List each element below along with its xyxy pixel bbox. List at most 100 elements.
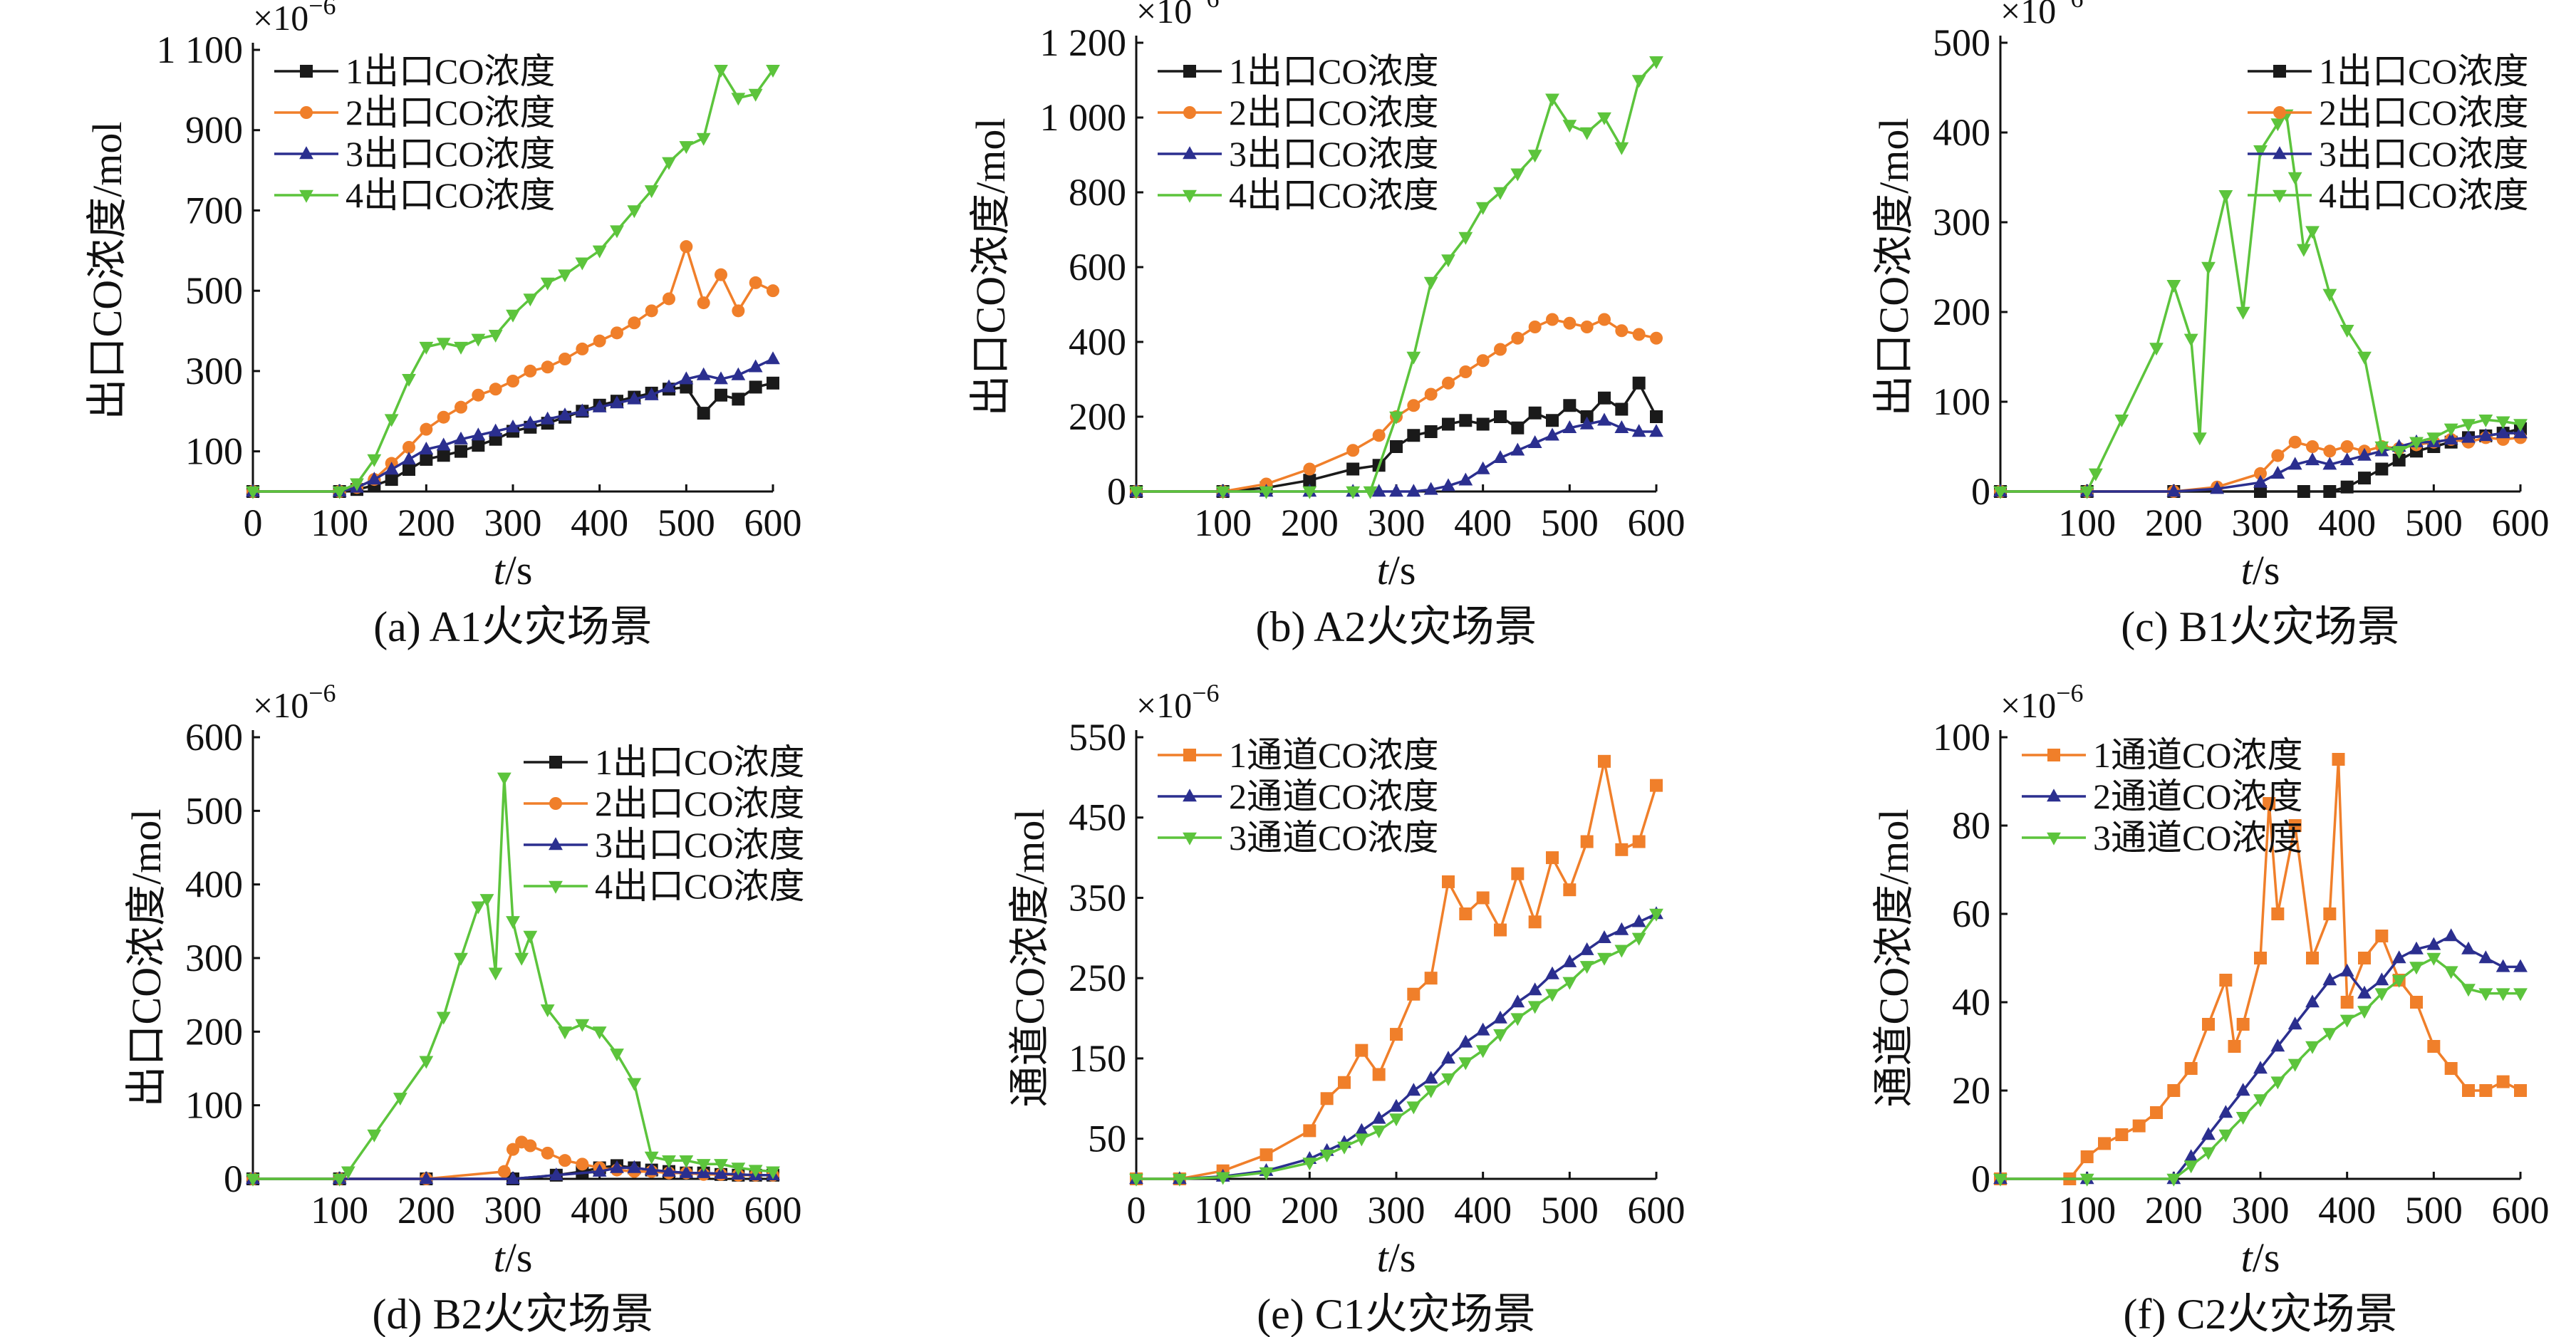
data-point xyxy=(506,916,520,930)
x-axis-title: t/s xyxy=(2241,1234,2280,1281)
legend-label: 1出口CO浓度 xyxy=(2319,51,2528,91)
data-point xyxy=(1442,417,1455,431)
data-point xyxy=(506,420,520,433)
data-point xyxy=(2374,972,2389,986)
data-point xyxy=(593,334,606,348)
y-multiplier-label: ×10−6 xyxy=(2000,679,2084,725)
data-point xyxy=(697,407,710,420)
data-point xyxy=(1528,406,1542,420)
data-point xyxy=(1129,486,1143,499)
data-point xyxy=(1215,486,1230,499)
data-point xyxy=(1563,316,1577,330)
data-point xyxy=(1371,484,1386,497)
data-point xyxy=(2183,1160,2198,1174)
data-point xyxy=(507,375,519,387)
data-point xyxy=(540,277,555,291)
chart-panel-6: 0 20 40 60 80 100 100 200 300 400 500 600 ×10−6 通道CO浓… xyxy=(1871,679,2550,1337)
data-point xyxy=(2496,425,2510,439)
data-point xyxy=(662,157,676,170)
data-point xyxy=(697,296,710,310)
data-point xyxy=(662,1155,676,1168)
data-point xyxy=(2270,466,2285,479)
data-point xyxy=(1372,429,1386,442)
data-point xyxy=(350,478,364,491)
data-point xyxy=(523,415,538,429)
data-point xyxy=(627,205,642,219)
data-point xyxy=(2288,435,2302,449)
data-point xyxy=(766,64,780,78)
data-point xyxy=(1614,922,1629,935)
y-axis-title: 通道CO浓度/mol xyxy=(1007,809,1053,1108)
data-point xyxy=(576,342,589,355)
data-point xyxy=(1423,1085,1438,1098)
data-point xyxy=(2462,1084,2475,1097)
data-point xyxy=(2183,1149,2198,1162)
data-point xyxy=(1494,343,1507,356)
panel-caption: (f) C2火灾场景 xyxy=(2124,1291,2398,1337)
x-tick-label: 400 xyxy=(2318,1189,2376,1232)
data-point xyxy=(341,1166,355,1180)
legend-marker xyxy=(2273,146,2287,160)
legend-marker xyxy=(549,837,563,850)
data-point xyxy=(1303,462,1316,476)
series-3 xyxy=(1993,425,2528,497)
data-point xyxy=(1320,1092,1334,1106)
data-point xyxy=(2166,1173,2181,1187)
multiplier-exponent: −6 xyxy=(2056,679,2083,707)
data-point xyxy=(1441,254,1455,268)
data-point xyxy=(1650,331,1663,345)
y-tick-label: 1 200 xyxy=(1040,21,1127,64)
data-point xyxy=(1355,1044,1368,1057)
y-tick-label: 20 xyxy=(1952,1069,1990,1112)
data-point xyxy=(696,1159,711,1172)
data-point xyxy=(436,437,451,451)
legend-marker xyxy=(299,146,313,160)
x-axis-title: t/s xyxy=(494,1234,533,1281)
x-tick-label: 300 xyxy=(484,1189,542,1232)
data-point xyxy=(592,1026,607,1040)
data-point xyxy=(541,360,554,374)
data-point xyxy=(2202,1018,2215,1031)
data-point xyxy=(2305,994,2320,1008)
series-3 xyxy=(246,351,780,497)
y-tick-label: 1 000 xyxy=(1040,96,1127,139)
data-point xyxy=(1614,945,1629,958)
data-point xyxy=(662,1163,676,1177)
data-point xyxy=(1597,112,1611,125)
legend-label: 4出口CO浓度 xyxy=(1229,175,1438,215)
data-point xyxy=(1259,1167,1274,1180)
data-point xyxy=(1510,442,1525,456)
data-point xyxy=(455,444,467,458)
x-tick-label: 600 xyxy=(2492,1189,2550,1232)
data-point xyxy=(1528,321,1542,333)
data-point xyxy=(2357,1006,2372,1019)
data-point xyxy=(419,1171,434,1185)
x-tick-label: 100 xyxy=(2058,501,2116,544)
legend-label: 1通道CO浓度 xyxy=(2093,735,2302,775)
data-point xyxy=(2192,432,2207,446)
data-point xyxy=(2288,819,2302,832)
data-point xyxy=(1494,923,1507,937)
data-point xyxy=(2115,1128,2129,1141)
legend-marker xyxy=(2273,106,2286,119)
data-point xyxy=(402,452,416,465)
data-point xyxy=(1527,1001,1542,1014)
data-point xyxy=(1614,142,1629,155)
legend-label: 3出口CO浓度 xyxy=(2319,134,2528,174)
data-point xyxy=(627,1078,642,1091)
data-point xyxy=(1476,891,1490,905)
data-point xyxy=(1649,908,1663,922)
data-point xyxy=(2374,441,2389,454)
x-tick-label: 300 xyxy=(2232,1189,2290,1232)
data-point xyxy=(1545,989,1559,1002)
x-tick-label: 300 xyxy=(2232,501,2290,544)
x-tick-label: 100 xyxy=(1194,501,1252,544)
x-axis-unit: /s xyxy=(2253,547,2280,593)
data-point xyxy=(679,1155,694,1168)
data-point xyxy=(2357,985,2372,999)
data-point xyxy=(2426,937,2441,950)
data-point xyxy=(523,293,538,307)
x-axis-variable: t xyxy=(1377,547,1390,593)
data-point xyxy=(628,316,641,330)
